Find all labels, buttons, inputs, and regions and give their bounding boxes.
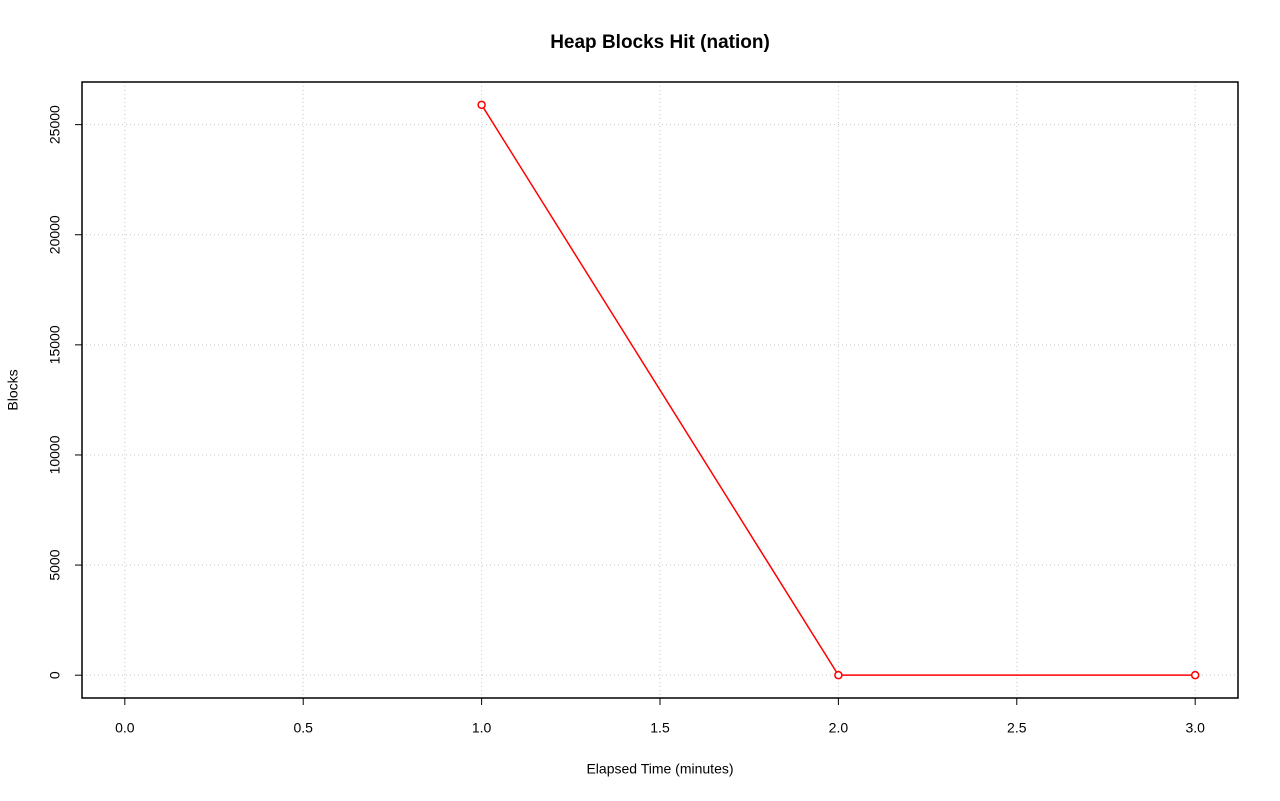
x-tick-label: 2.5 — [1007, 720, 1027, 736]
y-tick-label: 0 — [47, 671, 63, 679]
y-tick-label: 20000 — [47, 215, 63, 254]
data-point — [477, 100, 486, 110]
x-tick-label: 2.0 — [829, 720, 849, 736]
x-tick-label: 1.0 — [472, 720, 492, 736]
y-tick-label: 15000 — [47, 325, 63, 364]
y-tick-label: 10000 — [47, 435, 63, 474]
x-tick-label: 1.5 — [650, 720, 670, 736]
chart-title: Heap Blocks Hit (nation) — [550, 32, 770, 53]
x-tick-label: 0.0 — [115, 720, 135, 736]
x-axis-label: Elapsed Time (minutes) — [586, 761, 733, 777]
x-tick-label: 3.0 — [1185, 720, 1205, 736]
x-tick-label: 0.5 — [293, 720, 313, 736]
plot-frame — [81, 81, 1239, 699]
y-tick-label: 5000 — [47, 549, 63, 580]
y-tick-label: 25000 — [47, 105, 63, 144]
data-point — [1190, 670, 1200, 680]
y-axis-label: Blocks — [5, 369, 21, 410]
data-point — [834, 670, 843, 680]
